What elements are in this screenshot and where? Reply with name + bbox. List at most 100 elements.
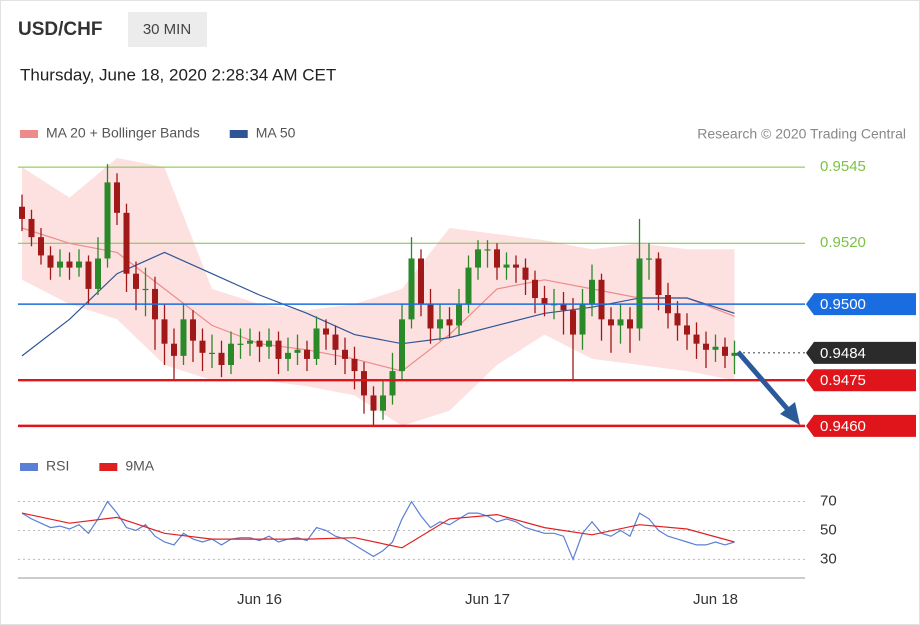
candle-body — [85, 261, 92, 289]
candle-body — [712, 346, 719, 350]
candle-body — [256, 340, 263, 347]
candle-body — [66, 261, 73, 268]
level-label: 0.9484 — [820, 345, 866, 362]
candle-body — [598, 279, 605, 320]
candle-body — [247, 340, 253, 344]
level-box — [806, 341, 916, 364]
candle-body — [617, 319, 624, 326]
candle-body — [104, 182, 111, 259]
candle-body — [636, 258, 643, 329]
candle-body — [95, 258, 101, 289]
timeframe-box — [128, 12, 207, 47]
candle-body — [437, 319, 443, 329]
candle-body — [47, 255, 54, 268]
candle-body — [380, 395, 386, 411]
candle-body — [560, 304, 567, 311]
y-tick-label: 50 — [820, 521, 837, 538]
candle-body — [513, 264, 519, 268]
level-label: 0.9520 — [820, 234, 866, 251]
candle-body — [693, 334, 700, 344]
candle-body — [456, 304, 462, 326]
candle-body — [608, 319, 614, 326]
candle-body — [627, 319, 633, 329]
candle-body — [475, 249, 481, 268]
candle-body — [57, 261, 63, 268]
candle-body — [399, 319, 405, 372]
candle-body — [351, 358, 358, 372]
candle-body — [228, 343, 234, 365]
candle-body — [494, 249, 500, 268]
candle-body — [674, 313, 681, 326]
level-label: 0.9545 — [820, 158, 866, 175]
copyright: Research © 2020 Trading Central — [697, 126, 906, 142]
candle-body — [342, 349, 348, 359]
candle-body — [465, 267, 472, 305]
candle-body — [684, 325, 690, 335]
candle-body — [579, 304, 586, 335]
candle-body — [180, 319, 187, 356]
candle-body — [28, 218, 35, 238]
candle-body — [313, 328, 320, 359]
candle-body — [237, 343, 244, 345]
candle-body — [370, 395, 377, 411]
x-tick-label: Jun 18 — [693, 591, 738, 608]
level-box — [806, 293, 916, 316]
legend-swatch — [99, 463, 118, 471]
candle-body — [199, 340, 206, 353]
legend-label: 9MA — [125, 458, 154, 474]
candle-body — [446, 319, 453, 326]
level-box — [806, 369, 916, 392]
candle-body — [114, 182, 120, 213]
candle-body — [522, 267, 529, 280]
level-label: 0.9460 — [820, 418, 866, 435]
ma-line — [21, 251, 735, 357]
candle-body — [275, 340, 282, 359]
candle-body — [209, 352, 215, 355]
candle-body — [266, 340, 272, 347]
y-tick-label: 70 — [820, 493, 837, 510]
symbol: USD/CHF — [18, 19, 102, 40]
candle-body — [323, 328, 329, 335]
candle-body — [285, 352, 291, 359]
indicator-line — [21, 500, 735, 561]
candle-body — [161, 319, 168, 344]
candle-body — [570, 310, 576, 335]
candle-body — [332, 334, 339, 350]
candle-body — [418, 258, 424, 305]
forecast-arrow-head — [780, 402, 800, 425]
candle-body — [218, 352, 225, 365]
legend-label: MA 50 — [256, 125, 296, 141]
x-tick-label: Jun 17 — [465, 591, 510, 608]
candle-body — [408, 258, 415, 320]
legend-label: MA 20 + Bollinger Bands — [46, 125, 200, 141]
candle-body — [361, 371, 367, 396]
candle-body — [389, 371, 396, 396]
level-label: 0.9500 — [820, 296, 866, 313]
datetime: Thursday, June 18, 2020 2:28:34 AM CET — [20, 65, 336, 84]
level-label: 0.9475 — [820, 372, 866, 389]
candle-body — [703, 343, 709, 350]
candle-body — [589, 279, 595, 305]
y-tick-label: 30 — [820, 550, 837, 567]
bollinger-band — [22, 158, 735, 426]
forecast-arrow — [736, 350, 792, 414]
legend-swatch — [20, 130, 38, 138]
timeframe: 30 MIN — [143, 21, 191, 38]
candle-body — [190, 319, 196, 341]
candle-body — [532, 279, 538, 299]
legend-swatch — [229, 130, 248, 138]
candle-body — [541, 298, 548, 305]
legend-label: RSI — [46, 458, 69, 474]
level-box — [806, 414, 916, 437]
candle-body — [76, 261, 82, 268]
candle-body — [123, 212, 130, 274]
candle-body — [655, 258, 662, 295]
candle-body — [427, 304, 434, 329]
candle-body — [294, 349, 301, 353]
ma-line — [21, 227, 735, 372]
candle-body — [38, 237, 44, 256]
candle-body — [133, 273, 139, 289]
legend-swatch — [20, 463, 38, 471]
candle-body — [722, 346, 728, 356]
